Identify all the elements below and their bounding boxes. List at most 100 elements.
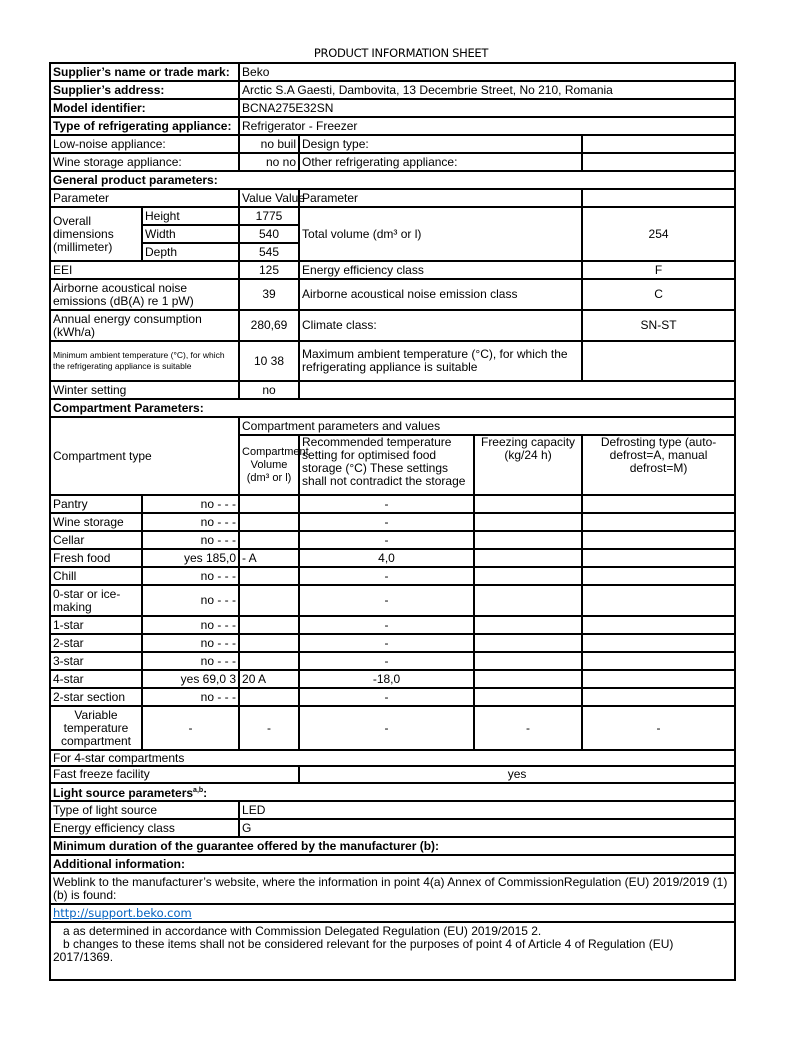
compartment-volume	[238, 687, 301, 707]
max-temp-label: Maximum ambient temperature (°C), for wh…	[298, 340, 584, 382]
compartment-temperature: -	[298, 615, 476, 635]
compartment-row: Wine storage no - - - -	[49, 512, 737, 532]
compartment-freezing: -	[473, 705, 584, 751]
noise-value: 39	[238, 278, 301, 311]
compartment-freezing	[473, 633, 584, 653]
parameter-header: Parameter	[48, 188, 241, 208]
appliance-type: Refrigerator - Freezer	[238, 116, 737, 136]
compartment-volume: - A	[238, 548, 301, 568]
compartment-defrost	[581, 512, 737, 532]
light-heading-text: Light source parameters	[53, 786, 194, 800]
compartment-temperature: -	[298, 687, 476, 707]
compartment-row: 4-star yes 69,0 3 20 A -18,0	[49, 669, 737, 689]
design-type-value	[581, 134, 737, 154]
temperature-header: Recommended temperature setting for opti…	[298, 434, 476, 496]
compartment-type-header: Compartment type	[48, 416, 241, 496]
compartment-present: no - - -	[140, 494, 241, 514]
other-appliance-label: Other refrigerating appliance:	[298, 152, 584, 172]
width-label: Width	[140, 224, 241, 244]
compartment-freezing	[473, 584, 584, 617]
supplier-name: Beko	[238, 62, 737, 82]
compartment-present: no - - -	[140, 615, 241, 635]
compartment-temperature: -	[298, 633, 476, 653]
compartment-name: 0-star or ice-making	[49, 584, 143, 617]
design-type-label: Design type:	[298, 134, 584, 154]
compartment-defrost	[581, 669, 737, 689]
manufacturer-link[interactable]: http://support.beko.com	[53, 905, 192, 920]
compartment-freezing	[473, 669, 584, 689]
compartment-temperature: 4,0	[298, 548, 476, 568]
compartment-present: no - - -	[140, 512, 241, 532]
compartment-volume: -	[238, 705, 301, 751]
compartment-defrost	[581, 566, 737, 586]
volume-header: Compartment Volume (dm³ or l)	[238, 434, 309, 496]
compartment-present: no - - -	[140, 566, 241, 586]
compartment-row: Cellar no - - - -	[49, 530, 737, 550]
value-header: Value Value	[238, 188, 305, 208]
depth-value: 545	[238, 242, 301, 262]
energy-consumption-value: 280,69	[238, 309, 301, 342]
compartment-volume	[238, 651, 301, 671]
overall-dimensions-label: Overall dimensions (millimeter)	[49, 206, 143, 262]
light-class-label: Energy efficiency class	[48, 818, 241, 838]
compartment-volume	[238, 566, 301, 586]
guarantee-label: Minimum duration of the guarantee offere…	[48, 836, 737, 856]
compartment-freezing	[473, 566, 584, 586]
product-information-table: Supplier’s name or trade mark: Beko Suppl…	[48, 62, 737, 981]
footnote-b: b changes to these items shall not be co…	[53, 937, 674, 964]
compartment-present: -	[140, 705, 241, 751]
compartment-present: no - - -	[140, 651, 241, 671]
compartment-values-header: Compartment parameters and values	[238, 416, 737, 436]
winter-setting-label: Winter setting	[48, 380, 241, 400]
compartment-name: 2-star section	[49, 687, 143, 707]
compartment-freezing	[473, 615, 584, 635]
supplier-address: Arctic S.A Gaesti, Dambovita, 13 Decembr…	[238, 80, 737, 100]
appliance-type-label: Type of refrigerating appliance:	[48, 116, 241, 136]
model-label: Model identifier:	[48, 98, 241, 118]
compartment-volume	[238, 615, 301, 635]
noise-class-label: Airborne acoustical noise emission class	[298, 278, 584, 311]
energy-class-value: F	[581, 260, 737, 280]
total-volume-value: 254	[581, 206, 737, 262]
min-temp-label: Minimum ambient temperature (°C), for wh…	[48, 340, 241, 382]
supplier-name-label: Supplier’s name or trade mark:	[48, 62, 241, 82]
compartment-row: Chill no - - - -	[49, 566, 737, 586]
model-identifier: BCNA275E32SN	[238, 98, 737, 118]
compartment-freezing	[473, 687, 584, 707]
empty-cell	[581, 188, 737, 208]
compartment-name: 1-star	[49, 615, 143, 635]
compartment-freezing	[473, 494, 584, 514]
fast-freeze-value: yes	[298, 765, 737, 784]
light-heading-sup: a,b	[193, 787, 204, 794]
compartment-volume	[238, 530, 301, 550]
compartment-name: Wine storage	[49, 512, 143, 532]
defrosting-type-header: Defrosting type (auto-defrost=A, manual …	[581, 434, 737, 496]
compartment-temperature: -18,0	[298, 669, 476, 689]
compartment-name: 3-star	[49, 651, 143, 671]
compartment-name: Variable temperature compartment	[49, 705, 143, 751]
eei-label: EEI	[48, 260, 241, 280]
compartment-volume	[238, 633, 301, 653]
low-noise-value: no buil	[238, 134, 301, 154]
width-value: 540	[238, 224, 301, 244]
light-type-label: Type of light source	[48, 800, 241, 820]
winter-setting-value: no	[238, 380, 301, 400]
min-temp-value: 10 38	[238, 340, 301, 382]
compartment-row: 1-star no - - - -	[49, 615, 737, 635]
compartment-defrost	[581, 633, 737, 653]
compartment-name: Pantry	[49, 494, 143, 514]
four-star-label: For 4-star compartments	[48, 749, 737, 767]
compartment-row: 0-star or ice-making no - - - -	[49, 584, 737, 617]
compartment-defrost: -	[581, 705, 737, 751]
compartment-name: Fresh food	[49, 548, 143, 568]
compartment-defrost	[581, 494, 737, 514]
height-value: 1775	[238, 206, 301, 226]
compartment-temperature: -	[298, 566, 476, 586]
compartment-defrost	[581, 687, 737, 707]
compartment-freezing	[473, 512, 584, 532]
light-class-value: G	[238, 818, 737, 838]
energy-consumption-label: Annual energy consumption (kWh/a)	[48, 309, 241, 342]
compartment-volume	[238, 512, 301, 532]
noise-class-value: C	[581, 278, 737, 311]
compartment-temperature: -	[298, 530, 476, 550]
